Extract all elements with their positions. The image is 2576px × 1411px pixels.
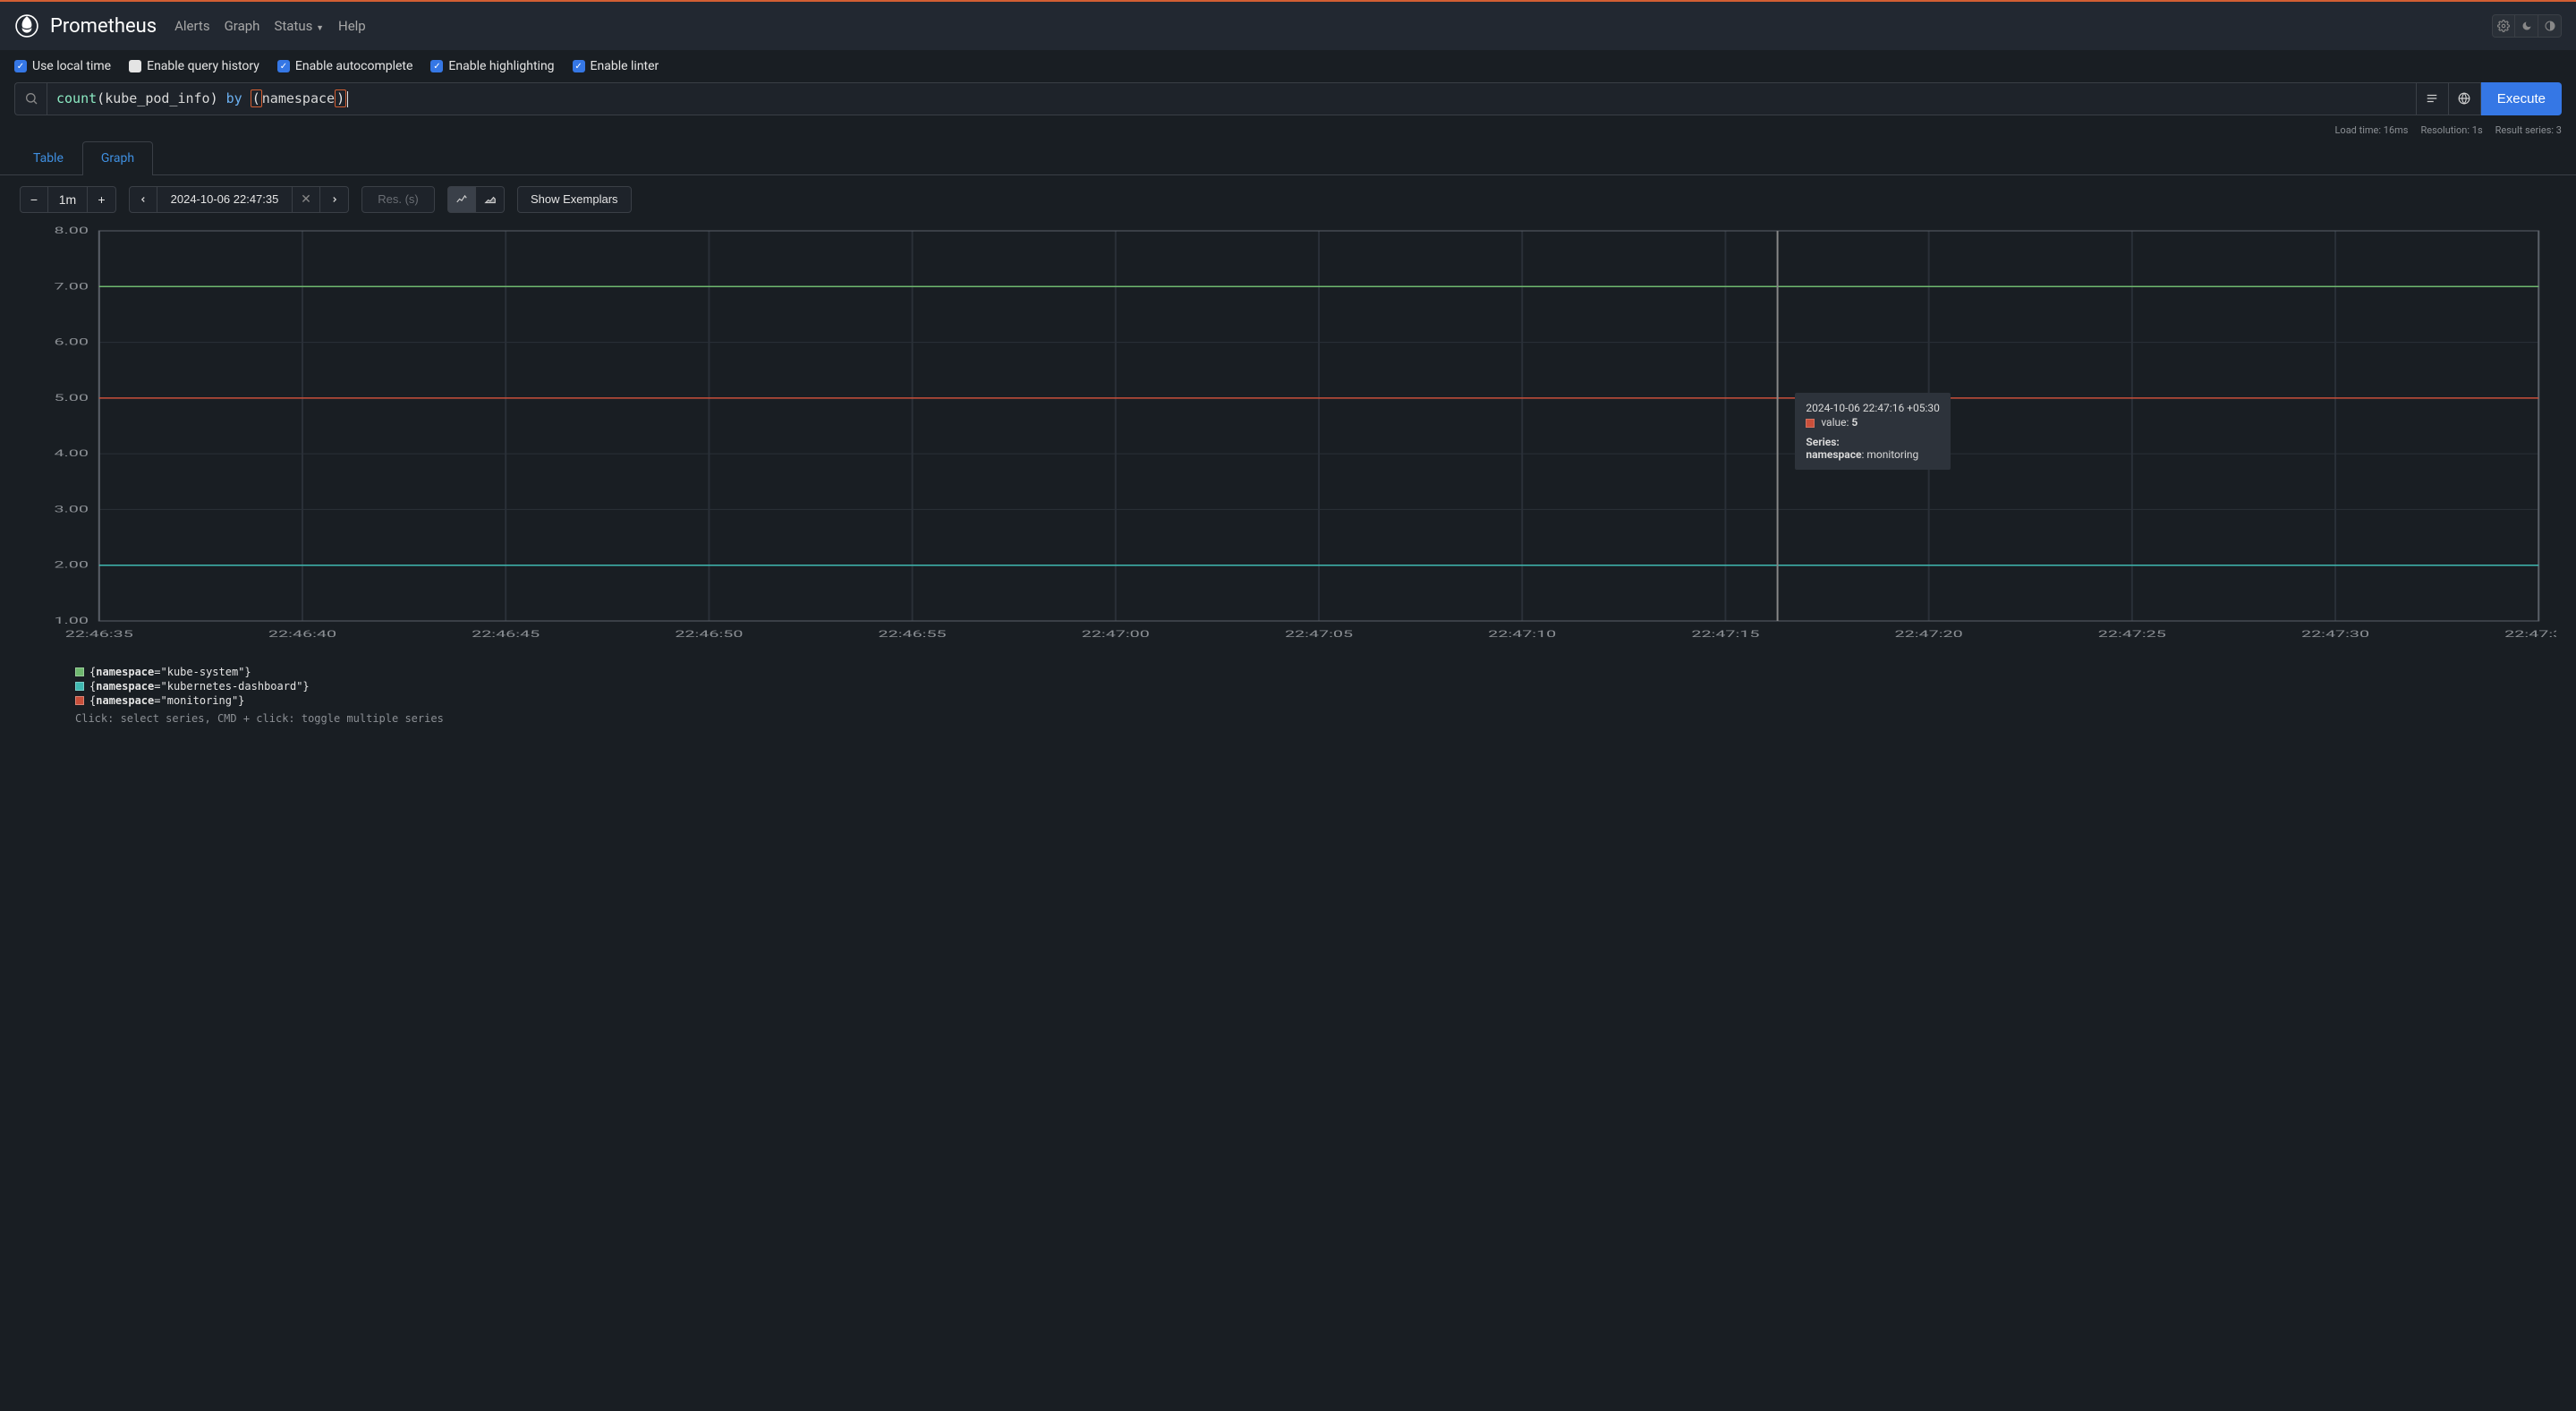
top-nav: Prometheus Alerts Graph Status ▼ Help <box>0 0 2576 50</box>
graph-controls: − 1m + ✕ Show Exemplars <box>0 175 2576 224</box>
legend-item[interactable]: {namespace="monitoring"} <box>75 694 2556 707</box>
svg-text:7.00: 7.00 <box>54 280 88 291</box>
brand-title: Prometheus <box>50 15 157 38</box>
svg-text:22:46:50: 22:46:50 <box>675 628 743 639</box>
resolution: Resolution: 1s <box>2420 124 2482 136</box>
load-time: Load time: 16ms <box>2335 124 2409 136</box>
svg-text:22:47:25: 22:47:25 <box>2098 628 2166 639</box>
svg-text:22:47:00: 22:47:00 <box>1082 628 1150 639</box>
range-decrease-button[interactable]: − <box>20 186 48 213</box>
svg-text:22:47:05: 22:47:05 <box>1285 628 1353 639</box>
time-prev-button[interactable] <box>129 186 157 213</box>
legend-item[interactable]: {namespace="kube-system"} <box>75 666 2556 678</box>
tab-table[interactable]: Table <box>14 141 82 174</box>
time-series-chart[interactable]: 1.00 2.00 3.00 4.00 5.00 6.00 7.00 8.00 22:46:35… <box>11 224 2556 644</box>
metrics-explorer-icon[interactable] <box>14 82 47 115</box>
svg-text:6.00: 6.00 <box>54 336 88 346</box>
prometheus-logo-icon <box>14 13 39 38</box>
result-tabs: Table Graph <box>0 141 2576 175</box>
tab-graph[interactable]: Graph <box>82 141 153 174</box>
opt-label: Enable linter <box>591 59 659 73</box>
format-query-icon[interactable] <box>2417 82 2449 115</box>
opt-linter[interactable]: ✓Enable linter <box>573 59 659 73</box>
resolution-input[interactable] <box>361 186 435 213</box>
promql-input[interactable]: count(kube_pod_info) by (namespace) <box>47 82 2417 115</box>
nav-alerts[interactable]: Alerts <box>174 18 210 34</box>
nav-help[interactable]: Help <box>338 18 366 34</box>
dark-mode-icon[interactable] <box>2515 14 2538 38</box>
legend-item[interactable]: {namespace="kubernetes-dashboard"} <box>75 680 2556 693</box>
end-time-input[interactable] <box>157 186 292 213</box>
time-next-button[interactable] <box>320 186 349 213</box>
opt-use-local-time[interactable]: ✓Use local time <box>14 59 111 73</box>
opt-highlighting[interactable]: ✓Enable highlighting <box>430 59 554 73</box>
svg-text:3.00: 3.00 <box>54 503 88 514</box>
query-row: count(kube_pod_info) by (namespace) Exec… <box>0 82 2576 124</box>
opt-label: Enable autocomplete <box>295 59 413 73</box>
legend-hint: Click: select series, CMD + click: toggl… <box>75 712 2556 725</box>
svg-text:5.00: 5.00 <box>54 392 88 403</box>
range-value[interactable]: 1m <box>48 186 88 213</box>
contrast-icon[interactable] <box>2538 14 2562 38</box>
opt-label: Enable highlighting <box>448 59 554 73</box>
explain-query-icon[interactable] <box>2449 82 2481 115</box>
stacked-chart-mode-icon[interactable] <box>476 186 505 213</box>
opt-label: Use local time <box>32 59 111 73</box>
svg-text:22:47:30: 22:47:30 <box>2301 628 2369 639</box>
settings-icon[interactable] <box>2492 14 2515 38</box>
svg-text:22:47:35: 22:47:35 <box>2504 628 2556 639</box>
nav-links: Alerts Graph Status ▼ Help <box>174 18 366 34</box>
result-series: Result series: 3 <box>2495 124 2562 136</box>
chart-legend: {namespace="kube-system"} {namespace="kub… <box>0 644 2576 728</box>
execute-button[interactable]: Execute <box>2481 82 2562 115</box>
caret-down-icon: ▼ <box>316 24 324 33</box>
nav-graph[interactable]: Graph <box>225 18 260 34</box>
opt-query-history[interactable]: Enable query history <box>129 59 259 73</box>
opt-autocomplete[interactable]: ✓Enable autocomplete <box>277 59 413 73</box>
svg-text:1.00: 1.00 <box>54 615 88 625</box>
range-increase-button[interactable]: + <box>88 186 116 213</box>
svg-text:4.00: 4.00 <box>54 447 88 458</box>
svg-text:22:47:15: 22:47:15 <box>1691 628 1759 639</box>
svg-text:22:46:40: 22:46:40 <box>268 628 336 639</box>
svg-text:22:47:10: 22:47:10 <box>1488 628 1556 639</box>
svg-text:22:46:55: 22:46:55 <box>879 628 947 639</box>
line-chart-mode-icon[interactable] <box>447 186 476 213</box>
show-exemplars-button[interactable]: Show Exemplars <box>517 186 632 213</box>
svg-text:22:46:45: 22:46:45 <box>472 628 540 639</box>
query-meta: Load time: 16ms Resolution: 1s Result se… <box>0 124 2576 141</box>
opt-label: Enable query history <box>147 59 259 73</box>
nav-status[interactable]: Status ▼ <box>274 18 324 34</box>
svg-text:22:47:20: 22:47:20 <box>1895 628 1963 639</box>
svg-text:22:46:35: 22:46:35 <box>65 628 133 639</box>
query-options: ✓Use local time Enable query history ✓En… <box>0 50 2576 82</box>
svg-text:2.00: 2.00 <box>54 559 88 570</box>
time-clear-button[interactable]: ✕ <box>292 186 320 213</box>
svg-text:8.00: 8.00 <box>54 225 88 235</box>
